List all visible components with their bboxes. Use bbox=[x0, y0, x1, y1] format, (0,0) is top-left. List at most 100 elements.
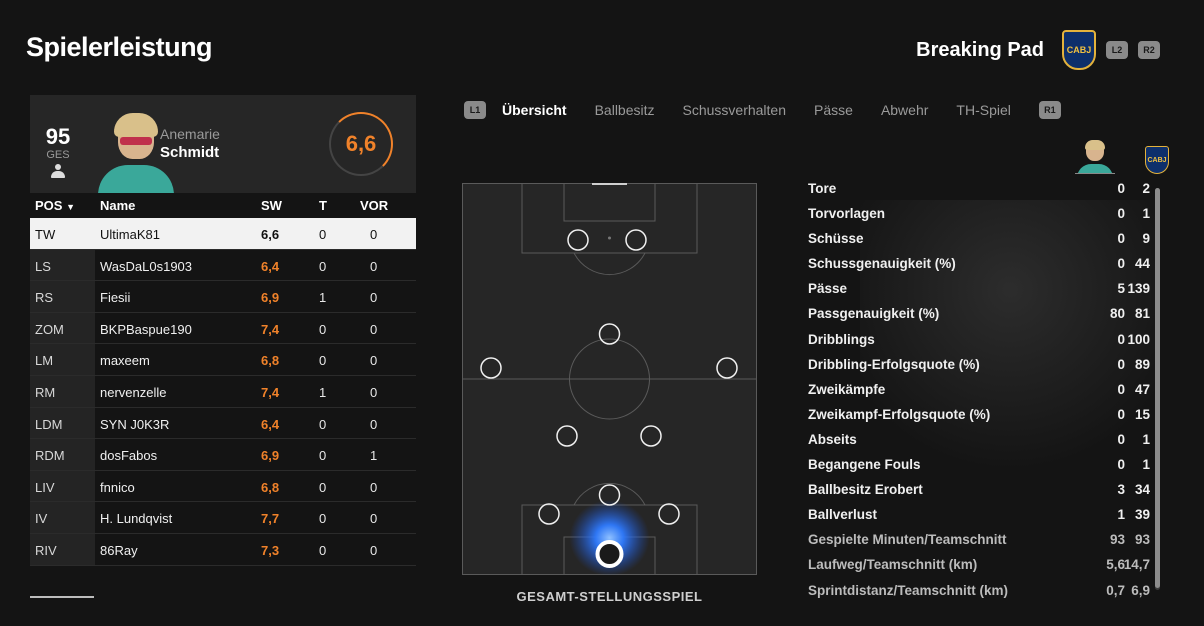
r2-button[interactable]: R2 bbox=[1138, 41, 1160, 59]
stat-player-value: 80 bbox=[1109, 306, 1125, 322]
name-header[interactable]: Name bbox=[100, 198, 136, 213]
row-assists: 0 bbox=[370, 384, 378, 400]
stat-label: Passgenauigkeit (%) bbox=[808, 306, 940, 322]
chevron-down-icon: ▼ bbox=[66, 202, 76, 212]
match-rating-badge: 6,6 bbox=[329, 112, 393, 176]
stat-label: Schussgenauigkeit (%) bbox=[808, 256, 956, 272]
stat-team-value: 47 bbox=[1134, 381, 1150, 397]
row-assists: 0 bbox=[370, 290, 378, 306]
pitch-svg bbox=[462, 182, 757, 576]
row-pos: RIV bbox=[35, 542, 57, 558]
table-row[interactable]: RDM dosFabos 6,9 0 1 bbox=[30, 439, 416, 471]
sw-header[interactable]: SW bbox=[261, 198, 282, 213]
tab-shooting[interactable]: Schussverhalten bbox=[682, 102, 787, 118]
row-rating: 6,4 bbox=[261, 416, 280, 432]
stat-row: Schüsse 0 9 bbox=[808, 226, 1153, 251]
stat-row: Torvorlagen 0 1 bbox=[808, 201, 1153, 226]
row-goals: 0 bbox=[319, 511, 327, 527]
row-rating: 6,6 bbox=[261, 227, 280, 242]
table-row[interactable]: TW UltimaK81 6,6 0 0 bbox=[30, 218, 416, 250]
stat-player-value: 5 bbox=[1117, 281, 1125, 297]
stat-row: Ballverlust 1 39 bbox=[808, 502, 1153, 527]
stat-label: Sprintdistanz/Teamschnitt (km) bbox=[808, 582, 1009, 598]
team-crest-icon: CABJ bbox=[1062, 30, 1096, 70]
l2-button[interactable]: L2 bbox=[1106, 41, 1128, 59]
row-name: dosFabos bbox=[100, 448, 158, 464]
overall-rating-value: 95 bbox=[45, 124, 71, 149]
stat-row: Zweikampf-Erfolgsquote (%) 0 15 bbox=[808, 402, 1153, 427]
tab-goalkeeping[interactable]: TH-Spiel bbox=[956, 102, 1011, 118]
person-icon bbox=[50, 164, 66, 178]
stat-player-value: 0 bbox=[1117, 231, 1125, 247]
stat-label: Abseits bbox=[808, 431, 857, 447]
stat-player-value: 0,7 bbox=[1106, 582, 1125, 598]
row-goals: 0 bbox=[319, 542, 327, 558]
stats-scrollbar-thumb[interactable] bbox=[1155, 188, 1160, 588]
row-rating: 7,7 bbox=[261, 511, 280, 527]
tab-defense[interactable]: Abwehr bbox=[880, 102, 929, 118]
tab-possession[interactable]: Ballbesitz bbox=[594, 102, 655, 118]
stat-row: Begangene Fouls 0 1 bbox=[808, 452, 1153, 477]
table-row[interactable]: ZOM BKPBaspue190 7,4 0 0 bbox=[30, 313, 416, 345]
r1-button[interactable]: R1 bbox=[1038, 101, 1061, 119]
stat-player-value: 0 bbox=[1117, 356, 1125, 372]
background-glow bbox=[860, 200, 1160, 500]
stat-row: Dribblings 0 100 bbox=[808, 327, 1153, 352]
table-row[interactable]: LIV fnnico 6,8 0 0 bbox=[30, 471, 416, 503]
selected-player-marker bbox=[595, 540, 624, 568]
stat-label: Schüsse bbox=[808, 231, 864, 247]
stat-team-value: 39 bbox=[1134, 507, 1150, 523]
table-row[interactable]: LDM SYN J0K3R 6,4 0 0 bbox=[30, 408, 416, 440]
stat-team-value: 89 bbox=[1134, 356, 1150, 372]
row-name: fnnico bbox=[100, 479, 135, 495]
stat-label: Torvorlagen bbox=[808, 206, 886, 222]
row-name: maxeem bbox=[100, 353, 150, 369]
row-assists: 0 bbox=[370, 416, 378, 432]
stat-team-value: 1 bbox=[1142, 431, 1150, 447]
table-row[interactable]: IV H. Lundqvist 7,7 0 0 bbox=[30, 502, 416, 534]
table-row[interactable]: RS Fiesii 6,9 1 0 bbox=[30, 281, 416, 313]
heat-zone bbox=[569, 500, 650, 576]
table-row[interactable]: LS WasDaL0s1903 6,4 0 0 bbox=[30, 250, 416, 282]
tab-overview[interactable]: Übersicht bbox=[502, 102, 567, 118]
roster-scroll-indicator bbox=[30, 596, 94, 598]
t-header[interactable]: T bbox=[319, 198, 327, 213]
table-row[interactable]: RIV 86Ray 7,3 0 0 bbox=[30, 534, 416, 566]
stat-team-value: 14,7 bbox=[1123, 557, 1150, 573]
stat-player-value: 0 bbox=[1117, 206, 1125, 222]
row-name: H. Lundqvist bbox=[100, 511, 173, 527]
player-positions bbox=[480, 229, 738, 525]
team-name: Breaking Pad bbox=[916, 38, 1044, 61]
table-row[interactable]: RM nervenzelle 7,4 1 0 bbox=[30, 376, 416, 408]
row-name: WasDaL0s1903 bbox=[100, 258, 193, 274]
row-pos: RS bbox=[35, 290, 54, 306]
stat-player-value: 0 bbox=[1117, 256, 1125, 272]
stat-team-value: 1 bbox=[1142, 206, 1150, 222]
stat-label: Laufweg/Teamschnitt (km) bbox=[808, 557, 978, 573]
pitch-label: GESAMT-STELLUNGSSPIEL bbox=[516, 589, 703, 604]
overall-rating-block: 95 GES bbox=[40, 125, 76, 178]
row-pos: LDM bbox=[35, 416, 63, 432]
vor-header[interactable]: VOR bbox=[360, 198, 389, 213]
sort-pos-header[interactable]: POS ▼ bbox=[35, 198, 76, 213]
l1-button[interactable]: L1 bbox=[464, 101, 486, 119]
row-rating: 7,4 bbox=[261, 321, 280, 337]
row-goals: 0 bbox=[319, 227, 327, 242]
row-goals: 0 bbox=[319, 353, 327, 369]
row-goals: 0 bbox=[319, 258, 327, 274]
stats-scrollbar[interactable] bbox=[1155, 188, 1160, 590]
row-rating: 7,4 bbox=[261, 384, 280, 400]
stat-row: Laufweg/Teamschnitt (km) 5,6 14,7 bbox=[808, 552, 1153, 577]
tab-passes[interactable]: Pässe bbox=[814, 102, 853, 118]
row-assists: 0 bbox=[370, 353, 378, 369]
row-name: Fiesii bbox=[100, 290, 131, 306]
stat-team-value: 1 bbox=[1142, 457, 1150, 473]
stat-row: Sprintdistanz/Teamschnitt (km) 0,7 6,9 bbox=[808, 578, 1153, 603]
stat-label: Begangene Fouls bbox=[808, 457, 921, 473]
stat-label: Gespielte Minuten/Teamschnitt bbox=[808, 532, 1007, 548]
table-row[interactable]: LM maxeem 6,8 0 0 bbox=[30, 344, 416, 376]
stats-list: Tore 0 2 Torvorlagen 0 1 Schüsse 0 9 Schussgenaui… bbox=[808, 176, 1153, 603]
row-name: UltimaK81 bbox=[100, 227, 160, 242]
player-last-name: Schmidt bbox=[160, 144, 220, 161]
stat-row: Tore 0 2 bbox=[808, 176, 1153, 201]
